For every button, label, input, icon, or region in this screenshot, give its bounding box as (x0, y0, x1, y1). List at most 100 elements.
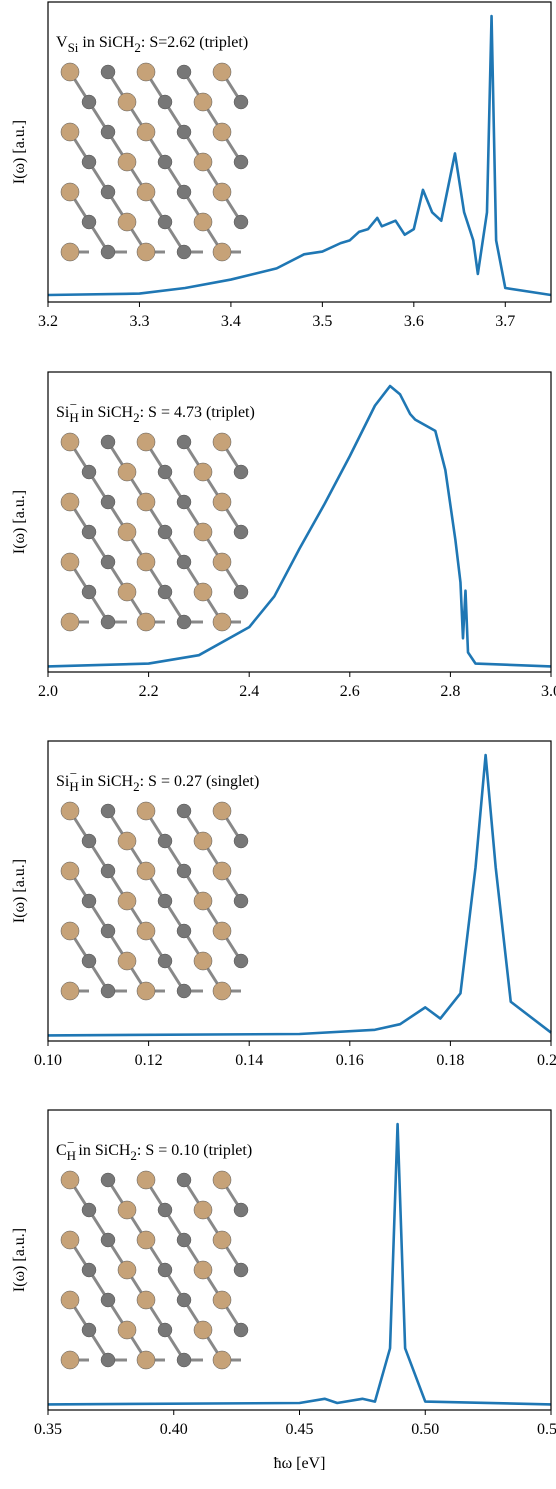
atom (193, 951, 213, 971)
title-part: 2 (130, 1148, 137, 1163)
atom (176, 1292, 192, 1308)
x-axis-label: ħω [eV] (274, 1455, 326, 1472)
atom (176, 554, 192, 570)
atom (176, 923, 192, 939)
atom (60, 432, 80, 452)
atom (60, 921, 80, 941)
atom (100, 1292, 116, 1308)
atom (60, 861, 80, 881)
title-part: in SiCH (74, 1142, 130, 1159)
atom (136, 492, 156, 512)
atom (212, 981, 232, 1001)
atom (136, 981, 156, 1001)
atom (212, 1290, 232, 1310)
atom (100, 863, 116, 879)
atom (117, 1260, 137, 1280)
atom (193, 462, 213, 482)
atom (212, 182, 232, 202)
atom (157, 1202, 173, 1218)
axes-frame (47, 1, 552, 303)
atom (212, 612, 232, 632)
x-tick-label: 3.4 (221, 313, 241, 330)
x-tick-label: 3.3 (129, 313, 149, 330)
title-part: Si (56, 773, 70, 790)
x-tick-label: 0.20 (537, 1052, 556, 1069)
atom (193, 1320, 213, 1340)
structure-inset (60, 801, 249, 1001)
atom (60, 612, 80, 632)
x-tick-label: 0.14 (235, 1052, 263, 1069)
atom (157, 833, 173, 849)
panel-title: SiH− in SiCH2: S = 0.27 (singlet) (56, 766, 259, 794)
atom (157, 1322, 173, 1338)
atom (81, 833, 97, 849)
x-tick-label: 2.6 (340, 683, 360, 700)
y-axis-label: I(ω) [a.u.] (11, 120, 28, 184)
atom (117, 92, 137, 112)
title-part: − (67, 1135, 74, 1150)
x-tick-label: 0.50 (411, 1421, 439, 1438)
atom (81, 94, 97, 110)
atom (60, 122, 80, 142)
atom (100, 614, 116, 630)
atom (136, 1170, 156, 1190)
atom (176, 983, 192, 999)
x-tick-label: 2.8 (440, 683, 460, 700)
atom (193, 92, 213, 112)
atom (60, 62, 80, 82)
atom (157, 154, 173, 170)
atom (176, 1352, 192, 1368)
atom (176, 244, 192, 260)
title-part: in SiCH (78, 34, 134, 51)
atom (193, 891, 213, 911)
atom (100, 494, 116, 510)
axes-frame (47, 371, 552, 673)
atom (193, 212, 213, 232)
atom (117, 582, 137, 602)
x-tick-label: 0.10 (34, 1052, 62, 1069)
atom (212, 1170, 232, 1190)
atom (136, 1230, 156, 1250)
x-tick-label: 3.5 (312, 313, 332, 330)
atom (193, 831, 213, 851)
atom (157, 524, 173, 540)
x-tick-label: 0.12 (135, 1052, 163, 1069)
atom (193, 522, 213, 542)
atom (100, 803, 116, 819)
atom (157, 464, 173, 480)
atom (233, 893, 249, 909)
atom (60, 242, 80, 262)
title-part: : S = 4.73 (triplet) (140, 404, 255, 421)
atom (117, 951, 137, 971)
x-tick-label: 2.2 (139, 683, 159, 700)
title-part: : S = 0.27 (singlet) (140, 773, 260, 790)
atom (176, 434, 192, 450)
atom (136, 552, 156, 572)
x-tick-label: 3.2 (38, 313, 58, 330)
atom (176, 494, 192, 510)
atom (193, 1200, 213, 1220)
atom (81, 953, 97, 969)
atom (60, 1170, 80, 1190)
title-part: in SiCH (77, 404, 133, 421)
atom (136, 612, 156, 632)
atom (157, 953, 173, 969)
x-tick-label: 2.4 (239, 683, 259, 700)
atom (117, 152, 137, 172)
atom (176, 1172, 192, 1188)
x-tick-label: 2.0 (38, 683, 58, 700)
title-part: H (69, 779, 78, 794)
title-part: : S=2.62 (triplet) (141, 34, 248, 51)
atom (193, 152, 213, 172)
atom (136, 1290, 156, 1310)
atom (81, 584, 97, 600)
atom (136, 801, 156, 821)
atom (233, 953, 249, 969)
x-tick-label: 3.7 (495, 313, 515, 330)
title-part: C (56, 1142, 67, 1159)
structure-inset (60, 62, 249, 262)
atom (176, 863, 192, 879)
atom (212, 1350, 232, 1370)
atom (233, 1322, 249, 1338)
x-tick-label: 0.45 (286, 1421, 314, 1438)
